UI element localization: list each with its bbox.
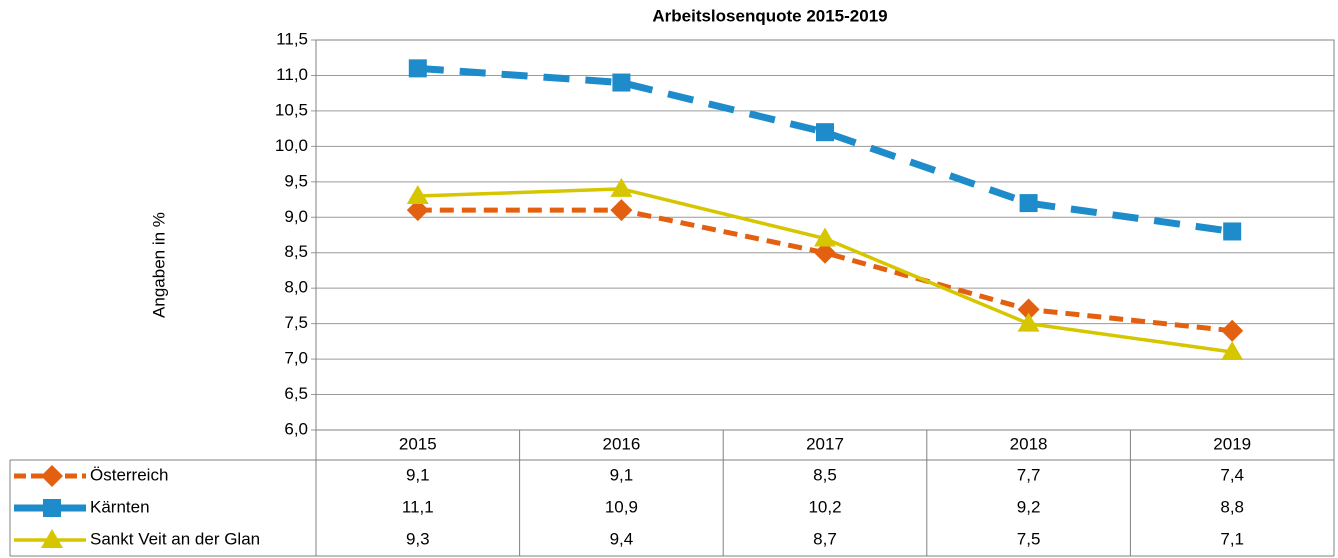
y-axis-label: Angaben in %: [149, 212, 168, 318]
legend-label: Sankt Veit an der Glan: [90, 529, 260, 548]
table-value: 7,1: [1220, 529, 1244, 548]
legend-label: Österreich: [90, 465, 168, 484]
data-point: [408, 59, 427, 78]
table-value: 10,9: [605, 497, 638, 516]
data-point: [610, 199, 633, 222]
data-point: [1221, 341, 1244, 360]
table-value: 9,4: [610, 529, 634, 548]
series-line: [417, 187, 1233, 354]
legend-marker: [41, 529, 63, 548]
table-value: 10,2: [808, 497, 841, 516]
y-tick-label: 10,5: [275, 100, 308, 119]
data-point: [1223, 222, 1242, 241]
y-tick-label: 8,0: [284, 278, 308, 297]
data-point: [612, 73, 631, 92]
table-value: 11,1: [402, 497, 434, 516]
data-point: [406, 199, 429, 222]
y-tick-label: 7,0: [284, 349, 308, 368]
series-line: [417, 207, 1233, 334]
data-point: [1017, 312, 1040, 332]
legend-marker: [41, 465, 63, 487]
table-value: 9,3: [406, 529, 430, 548]
legend-marker: [43, 499, 61, 517]
chart-title: Arbeitslosenquote 2015-2019: [652, 6, 887, 25]
table-value: 8,5: [813, 465, 837, 484]
y-tick-label: 10,0: [275, 136, 308, 155]
table-value: 9,1: [406, 465, 430, 484]
x-tick-label: 2019: [1213, 434, 1251, 453]
table-value: 8,8: [1220, 497, 1244, 516]
data-point: [1017, 298, 1040, 321]
legend-label: Kärnten: [90, 497, 150, 516]
data-point: [814, 241, 836, 264]
y-tick-label: 11,5: [276, 29, 308, 48]
data-point: [1221, 319, 1244, 342]
x-tick-label: 2017: [806, 434, 844, 453]
table-value: 9,1: [610, 465, 634, 484]
y-tick-label: 9,5: [284, 171, 308, 190]
y-tick-label: 6,0: [284, 419, 308, 438]
x-tick-label: 2018: [1010, 434, 1048, 453]
y-tick-label: 8,5: [284, 242, 308, 261]
y-tick-label: 11,0: [276, 65, 308, 84]
data-point: [610, 177, 633, 197]
data-point: [814, 227, 836, 247]
data-point: [816, 123, 834, 142]
series-line: [417, 64, 1233, 235]
y-tick-label: 7,5: [284, 313, 308, 332]
y-tick-label: 6,5: [284, 384, 308, 403]
y-tick-label: 9,0: [284, 207, 308, 226]
table-value: 7,7: [1017, 465, 1041, 484]
table-value: 7,5: [1017, 529, 1041, 548]
table-value: 9,2: [1017, 497, 1041, 516]
x-tick-label: 2016: [602, 434, 640, 453]
data-point: [406, 185, 429, 204]
table-value: 7,4: [1220, 465, 1244, 484]
plot-frame: [315, 39, 1335, 431]
x-tick-label: 2015: [399, 434, 437, 453]
table-value: 8,7: [813, 529, 837, 548]
data-point: [1019, 194, 1038, 213]
